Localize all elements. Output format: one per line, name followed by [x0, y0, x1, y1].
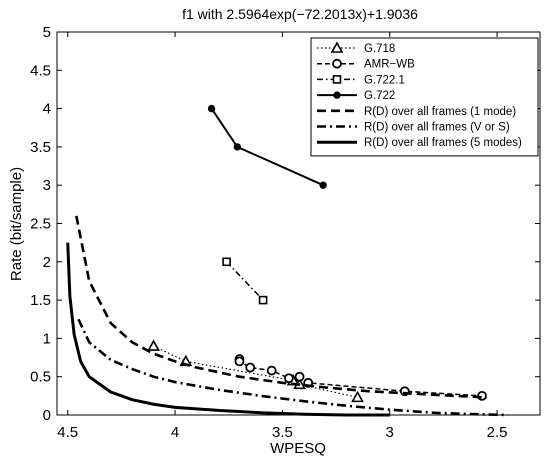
- series-r-d-over-all-frames-v-or-s-line: [77, 318, 508, 417]
- legend-item-amr-wb-label: AMR−WB: [364, 59, 415, 71]
- legend-item-g-722-1-marker: [332, 75, 342, 84]
- series-amr-wb-point-2: [245, 362, 256, 373]
- legend-item-g-718-label: G.718: [364, 43, 395, 55]
- y-tick-label-5: 2.5: [30, 216, 51, 233]
- series-amr-wb-point-4: [283, 373, 294, 384]
- x-axis-label: WPESQ: [270, 440, 326, 457]
- series-g-722-point-2: [319, 181, 327, 189]
- y-tick-label-7: 3.5: [30, 139, 51, 156]
- legend-item-r-d-over-all-frames-1-mode-label: R(D) over all frames (1 mode): [364, 106, 516, 118]
- series-amr-wb-point-1: [234, 356, 245, 367]
- plot-area: 4.5 4 3.5 3 2.5 0 0.5 1 1.5 2 2.5 3 3.5 4 4.5 5: [30, 24, 541, 441]
- series-amr-wb-point-5: [294, 371, 305, 382]
- series-g-718-point-0: [147, 339, 160, 351]
- legend-item-g-722-1-label: G.722.1: [364, 74, 405, 86]
- legend-item-r-d-over-all-frames-v-or-s-label: R(D) over all frames (V or S): [364, 122, 510, 134]
- series-r-d-over-all-frames-1-mode-line: [75, 215, 487, 399]
- chart-title: f1 with 2.5964exp(−72.2013x)+1.9036: [182, 6, 418, 22]
- x-tick-label-3: 3: [386, 424, 394, 441]
- series-r-d-over-all-frames-5-modes-line: [66, 242, 390, 417]
- series-g-722-point-1: [233, 143, 242, 151]
- y-tick-label-1: 0.5: [30, 369, 51, 386]
- x-tick-label-0: 4.5: [57, 424, 78, 441]
- series-g-718-point-4: [351, 390, 364, 403]
- series-amr-wb-point-3: [266, 365, 277, 376]
- legend-item-g-722-label: G.722: [364, 90, 395, 102]
- y-tick-label-6: 3: [43, 177, 51, 194]
- series-g-722-1-line: [226, 261, 264, 301]
- legend-item-amr-wb-marker: [332, 58, 342, 69]
- legend: G.718 AMR−WB G.722.1 G.722 R(D) over all fra…: [310, 37, 539, 157]
- y-tick-label-10: 5: [43, 24, 51, 41]
- x-tick-label-4: 2.5: [487, 424, 508, 441]
- y-axis-label: Rate (bit/sample): [8, 167, 25, 281]
- legend-box: [310, 37, 539, 157]
- y-tick-label-2: 1: [43, 330, 51, 347]
- series-g-722-1-point-1: [258, 295, 268, 305]
- legend-item-g-718-marker: [330, 41, 344, 53]
- legend-item-r-d-over-all-frames-5-modes-label: R(D) over all frames (5 modes): [364, 137, 522, 149]
- legend-item-g-722-marker: [333, 91, 341, 99]
- series-g-722-1-point-0: [222, 257, 231, 267]
- y-tick-label-8: 4: [43, 101, 51, 118]
- y-tick-label-9: 4.5: [30, 62, 51, 79]
- x-tick-label-2: 3.5: [272, 424, 293, 441]
- y-tick-label-4: 2: [43, 254, 51, 271]
- y-tick-label-3: 1.5: [30, 292, 51, 309]
- series-g-722-point-0: [207, 104, 216, 113]
- x-tick-label-1: 4: [171, 424, 179, 441]
- y-tick-label-0: 0: [43, 407, 51, 424]
